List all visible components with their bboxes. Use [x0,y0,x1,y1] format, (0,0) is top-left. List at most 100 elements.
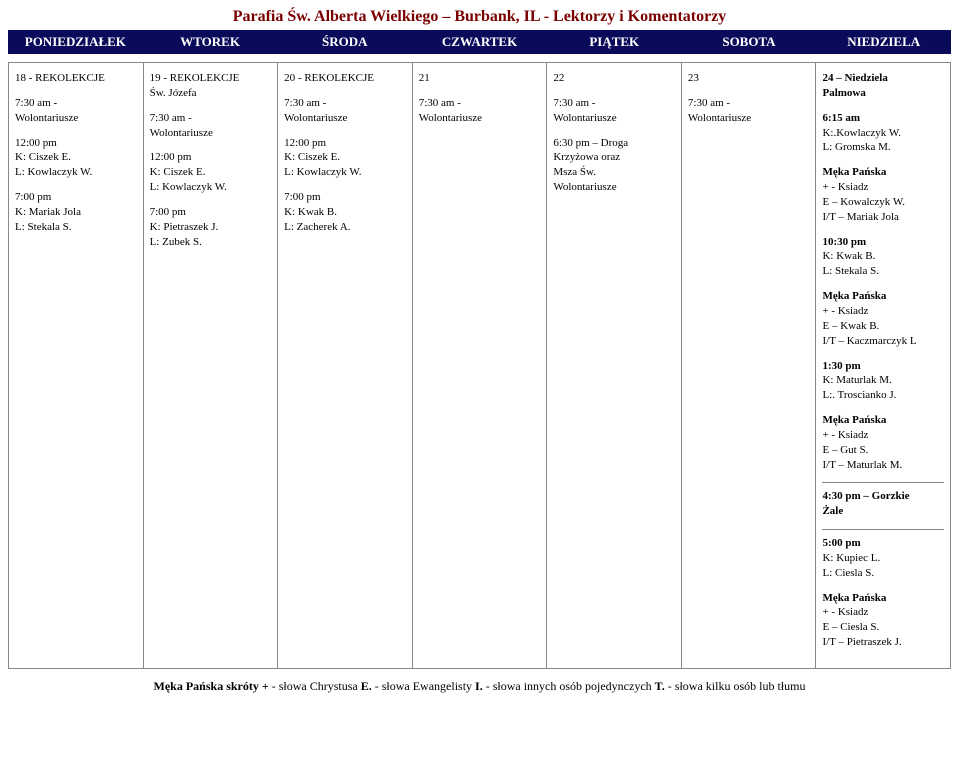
sat-730-time: 7:30 am - [688,96,810,111]
sun-m3-title: Męka Pańska [822,414,886,426]
wed-730-time: 7:30 am - [284,96,406,111]
sat-date: 23 [688,72,699,84]
header-wed: ŚRODA [277,30,412,54]
sun-500-l: L: Ciesla S. [822,567,874,579]
footer-legend: Męka Pańska skróty + - słowa Chrystusa E… [8,679,951,694]
wed-1200-k: K: Ciszek E. [284,150,406,165]
footer-p6: - słowa innych osób pojedynczych [486,679,655,693]
sun-m5-title: Męka Pańska [822,592,886,604]
sun-m1-b: + - Ksiadz [822,181,868,193]
mon-1200-time: 12:00 pm [15,136,137,151]
fri-630-c: Msza Św. [553,165,675,180]
wed-date: 20 - REKOLEKCJE [284,72,374,84]
header-mon: PONIEDZIAŁEK [8,30,143,54]
fri-730-text: Wolontariusze [553,111,675,126]
divider-line [822,482,944,483]
footer-p2: - słowa Chrystusa [272,679,361,693]
tue-700-l: L: Zubek S. [150,235,272,250]
footer-p4: - słowa Ewangelisty [375,679,475,693]
tue-730-time: 7:30 am - [150,111,272,126]
fri-730-time: 7:30 am - [553,96,675,111]
fri-630-b: Krzyżowa oraz [553,150,675,165]
wed-1200-time: 12:00 pm [284,136,406,151]
sun-date: 24 – Niedziela [822,72,887,84]
mon-date: 18 - REKOLEKCJE [15,72,105,84]
sun-1030-l: L: Stekala S. [822,265,879,277]
mon-1200-k: K: Ciszek E. [15,150,137,165]
sun-m1-d: I/T – Mariak Jola [822,211,898,223]
col-tue: 19 - REKOLEKCJE Św. Józefa 7:30 am - Wol… [144,63,279,668]
sun-615-k: K:.Kowlaczyk W. [822,127,901,139]
mon-730-time: 7:30 am - [15,96,137,111]
footer-p1: Męka Pańska skróty + [154,679,272,693]
wed-1200-l: L: Kowlaczyk W. [284,165,406,180]
tue-730-text: Wolontariusze [150,126,272,141]
footer-p8: - słowa kilku osób lub tłumu [668,679,806,693]
col-fri: 22 7:30 am - Wolontariusze 6:30 pm – Dro… [547,63,682,668]
header-sun: NIEDZIELA [816,30,951,54]
thu-730-time: 7:30 am - [419,96,541,111]
sun-m2-c: E – Kwak B. [822,320,879,332]
wed-700-time: 7:00 pm [284,190,406,205]
col-wed: 20 - REKOLEKCJE 7:30 am - Wolontariusze … [278,63,413,668]
mon-700-k: K: Mariak Jola [15,205,137,220]
page-title: Parafia Św. Alberta Wielkiego – Burbank,… [8,8,951,26]
thu-date: 21 [419,72,430,84]
sun-500-k: K: Kupiec L. [822,552,880,564]
fri-date: 22 [553,72,564,84]
mon-730-text: Wolontariusze [15,111,137,126]
tue-1200-l: L: Kowlaczyk W. [150,180,272,195]
sun-m5-b: + - Ksiadz [822,606,868,618]
sun-m2-title: Męka Pańska [822,290,886,302]
tue-700-k: K: Pietraszek J. [150,220,272,235]
footer-p7: T. [655,679,668,693]
sun-1030-k: K: Kwak B. [822,250,875,262]
sun-130-l: L:. Troscianko J. [822,389,896,401]
fri-630-d: Wolontariusze [553,180,675,195]
sun-130-time: 1:30 pm [822,360,860,372]
footer-p5: I. [475,679,486,693]
sat-730-text: Wolontariusze [688,111,810,126]
tue-700-time: 7:00 pm [150,205,272,220]
tue-1200-k: K: Ciszek E. [150,165,272,180]
mon-700-l: L: Stekala S. [15,220,137,235]
divider-line-2 [822,529,944,530]
wed-700-l: L: Zacherek A. [284,220,406,235]
sun-430-a: 4:30 pm – Gorzkie [822,490,909,502]
col-sat: 23 7:30 am - Wolontariusze [682,63,817,668]
header-sat: SOBOTA [682,30,817,54]
header-fri: PIĄTEK [547,30,682,54]
col-thu: 21 7:30 am - Wolontariusze [413,63,548,668]
col-sun: 24 – Niedziela Palmowa 6:15 am K:.Kowlac… [816,63,950,668]
sun-date2: Palmowa [822,87,865,99]
sun-m2-b: + - Ksiadz [822,305,868,317]
mon-1200-l: L: Kowlaczyk W. [15,165,137,180]
footer-p3: E. [361,679,375,693]
sun-m5-d: I/T – Pietraszek J. [822,636,901,648]
sun-m5-c: E – Ciesla S. [822,621,879,633]
sun-m3-d: I/T – Maturlak M. [822,459,902,471]
sun-615-time: 6:15 am [822,112,860,124]
sun-m2-d: I/T – Kaczmarczyk L [822,335,916,347]
wed-730-text: Wolontariusze [284,111,406,126]
fri-630-a: 6:30 pm – Droga [553,136,675,151]
schedule-grid: 18 - REKOLEKCJE 7:30 am - Wolontariusze … [8,62,951,669]
sun-m1-c: E – Kowalczyk W. [822,196,904,208]
sun-m3-b: + - Ksiadz [822,429,868,441]
header-tue: WTOREK [143,30,278,54]
sun-615-l: L: Gromska M. [822,141,890,153]
sun-130-k: K: Maturlak M. [822,374,891,386]
wed-700-k: K: Kwak B. [284,205,406,220]
mon-700-time: 7:00 pm [15,190,137,205]
header-thu: CZWARTEK [412,30,547,54]
col-mon: 18 - REKOLEKCJE 7:30 am - Wolontariusze … [9,63,144,668]
tue-1200-time: 12:00 pm [150,150,272,165]
sun-1030-time: 10:30 pm [822,236,866,248]
sun-m1-title: Męka Pańska [822,166,886,178]
thu-730-text: Wolontariusze [419,111,541,126]
sun-500-time: 5:00 pm [822,537,860,549]
tue-date: 19 - REKOLEKCJE [150,71,272,86]
sun-430-b: Żale [822,505,843,517]
sun-m3-c: E – Gut S. [822,444,868,456]
weekday-header: PONIEDZIAŁEK WTOREK ŚRODA CZWARTEK PIĄTE… [8,30,951,54]
